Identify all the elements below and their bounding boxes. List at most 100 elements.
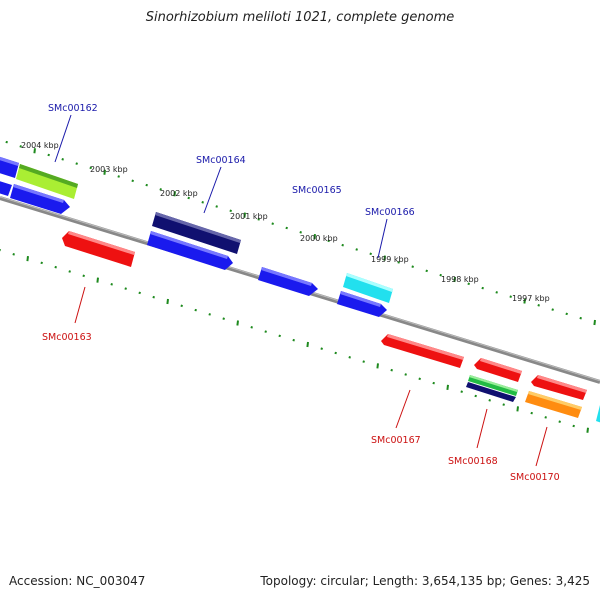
gene-feature[interactable] — [466, 382, 516, 402]
major-tick — [26, 255, 29, 262]
minor-tick — [54, 265, 57, 269]
minor-tick — [467, 282, 470, 286]
minor-tick — [432, 381, 435, 385]
minor-tick — [509, 295, 512, 298]
minor-tick — [327, 239, 330, 243]
gene-feature[interactable] — [0, 180, 12, 196]
major-tick — [173, 191, 176, 197]
gene-label-smc00167[interactable]: SMc00167 — [371, 435, 421, 446]
gene-label-smc00163[interactable]: SMc00163 — [42, 332, 92, 343]
minor-tick — [390, 368, 393, 372]
minor-tick — [12, 253, 15, 256]
gene-label-smc00166[interactable]: SMc00166 — [365, 207, 415, 218]
minor-tick — [5, 140, 8, 144]
minor-tick — [110, 283, 113, 286]
kbp-label-2002: 2002 kbp — [160, 189, 198, 198]
major-tick — [453, 276, 456, 283]
minor-tick — [418, 377, 421, 381]
kbp-label-2004: 2004 kbp — [21, 141, 59, 150]
minor-tick — [131, 179, 134, 183]
minor-tick — [404, 373, 407, 376]
gene-feature[interactable] — [337, 291, 387, 317]
minor-tick — [187, 196, 190, 200]
minor-tick — [194, 308, 197, 312]
minor-tick — [138, 291, 141, 295]
major-tick — [236, 320, 239, 326]
major-tick — [243, 212, 246, 218]
minor-tick — [551, 308, 554, 311]
major-tick — [586, 427, 589, 433]
minor-tick — [19, 145, 22, 148]
gene-feature[interactable] — [381, 334, 464, 368]
minor-tick — [439, 273, 442, 277]
gene-feature[interactable] — [468, 375, 518, 396]
minor-tick — [152, 295, 155, 299]
minor-tick — [257, 218, 260, 221]
minor-tick — [47, 153, 50, 157]
gene-feature[interactable] — [16, 164, 78, 199]
gene-feature[interactable] — [152, 212, 241, 254]
minor-tick — [159, 188, 162, 191]
minor-tick — [208, 313, 211, 316]
minor-tick — [229, 209, 232, 213]
minor-tick — [117, 175, 120, 178]
minor-tick — [362, 360, 365, 363]
minor-tick — [278, 334, 281, 338]
minor-tick — [215, 205, 218, 208]
minor-tick — [558, 420, 561, 423]
minor-tick — [537, 304, 540, 307]
major-tick — [33, 148, 36, 154]
minor-tick — [355, 248, 358, 251]
gene-labels: SMc00162 SMc00164 SMc00165 SMc00166 SMc0… — [42, 103, 560, 483]
minor-tick — [369, 252, 372, 256]
major-tick — [96, 277, 99, 283]
kbp-label-2000: 2000 kbp — [300, 234, 338, 243]
gene-label-smc00168[interactable]: SMc00168 — [448, 456, 498, 467]
map-title: Sinorhizobium meliloti 1021, complete ge… — [145, 10, 455, 25]
minor-tick — [145, 183, 148, 187]
minor-tick — [530, 411, 533, 415]
minor-tick — [75, 162, 78, 165]
major-tick — [306, 341, 309, 348]
gene-label-smc00162[interactable]: SMc00162 — [48, 103, 98, 114]
gene-label-smc00164[interactable]: SMc00164 — [196, 155, 246, 166]
major-tick — [446, 384, 449, 391]
kbp-scale: 2004 kbp 2003 kbp 2002 kbp 2001 kbp 2000… — [21, 141, 550, 303]
minor-tick — [425, 269, 428, 273]
minor-tick — [495, 291, 498, 294]
minor-tick — [180, 304, 183, 308]
minor-tick — [68, 270, 71, 273]
major-tick — [103, 169, 106, 175]
gene-feature[interactable] — [525, 391, 582, 418]
gene-feature[interactable] — [596, 405, 600, 424]
minor-tick — [292, 338, 295, 342]
major-tick — [383, 255, 386, 261]
minor-tick — [82, 274, 85, 278]
gene-feature[interactable] — [258, 267, 318, 296]
major-tick — [376, 363, 379, 369]
major-tick — [523, 298, 526, 304]
gene-feature[interactable] — [10, 184, 70, 214]
minor-tick — [579, 316, 582, 320]
accession-text: Accession: NC_003047 — [9, 574, 146, 588]
gene-feature[interactable] — [474, 358, 522, 382]
minor-tick — [222, 317, 225, 320]
minor-tick — [411, 265, 414, 268]
major-tick — [516, 406, 519, 412]
gene-feature[interactable] — [62, 231, 135, 267]
major-tick — [313, 233, 316, 240]
gene-label-smc00165[interactable]: SMc00165 — [292, 185, 342, 196]
minor-tick — [285, 226, 288, 230]
minor-tick — [61, 158, 64, 161]
tick-marks — [0, 140, 596, 433]
minor-tick — [264, 330, 267, 333]
gene-feature[interactable] — [531, 375, 587, 400]
gene-feature[interactable] — [343, 273, 393, 303]
gene-label-smc00170[interactable]: SMc00170 — [510, 472, 560, 483]
minor-tick — [250, 326, 253, 329]
kbp-label-1998: 1998 kbp — [441, 275, 479, 284]
gene-feature[interactable] — [0, 155, 19, 178]
gene-feature[interactable] — [147, 231, 233, 270]
minor-tick — [460, 390, 463, 393]
